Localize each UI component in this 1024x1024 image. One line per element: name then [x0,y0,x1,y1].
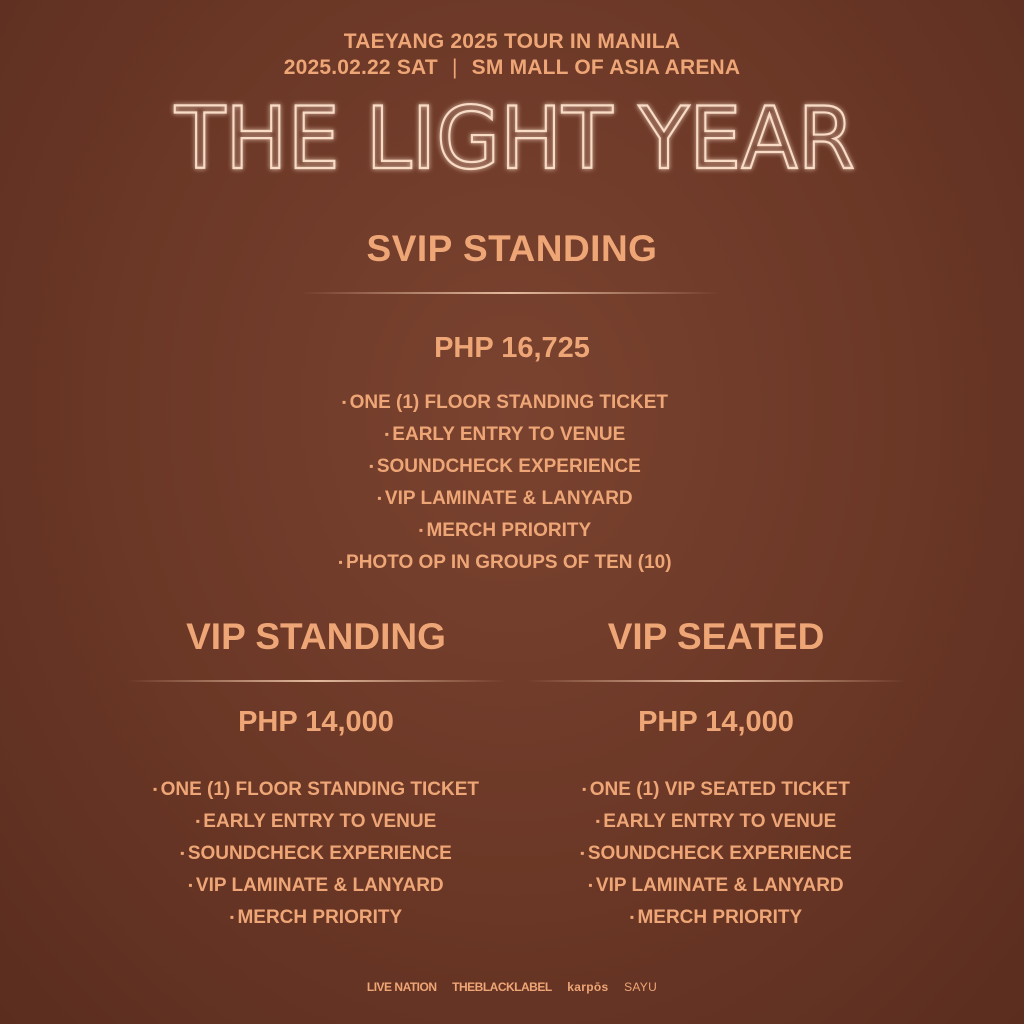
svip-price: PHP 16,725 [434,332,590,364]
vip-standing-perks: ONE (1) FLOOR STANDING TICKET EARLY ENTR… [106,773,526,933]
svip-perks: ONE (1) FLOOR STANDING TICKET EARLY ENTR… [0,386,1010,578]
karpos-logo: karpōs [567,980,609,994]
vip-standing-heading: VIP STANDING [186,616,446,657]
perk-item: VIP LAMINATE & LANYARD [506,869,926,901]
perk-item: ONE (1) FLOOR STANDING TICKET [0,386,1010,418]
perk-item: ONE (1) VIP SEATED TICKET [506,773,926,805]
tour-title: TAEYANG 2025 TOUR IN MANILA [343,30,681,53]
vip-standing-section: VIP STANDING PHP 14,000 ONE (1) FLOOR ST… [106,616,526,928]
perk-item: VIP LAMINATE & LANYARD [0,482,1010,514]
the-light-year-logo: THE LIGHT YEAR [140,80,900,220]
live-nation-logo: LIVE NATION [366,980,437,994]
perk-item: SOUNDCHECK EXPERIENCE [0,450,1010,482]
perk-item: EARLY ENTRY TO VENUE [506,805,926,837]
logo-text: THE LIGHT YEAR [174,89,855,189]
perk-item: SOUNDCHECK EXPERIENCE [506,837,926,869]
vip-seated-price: PHP 14,000 [638,706,794,738]
theblacklabel-logo: THEBLACKLABEL [452,980,552,994]
svip-divider [300,292,720,294]
perk-item: ONE (1) FLOOR STANDING TICKET [106,773,526,805]
perk-item: EARLY ENTRY TO VENUE [0,418,1010,450]
event-date: 2025.02.22 SAT [283,56,438,79]
perk-item: MERCH PRIORITY [506,901,926,933]
vip-seated-heading: VIP SEATED [607,616,825,657]
sponsor-logos: LIVE NATION THEBLACKLABEL karpōs SAYU [0,980,1024,994]
perk-item: MERCH PRIORITY [0,514,1010,546]
date-venue: 2025.02.22 SAT | SM MALL OF ASIA ARENA [0,56,1024,80]
sayu-logo: SAYU [624,980,658,994]
vip-seated-perks: ONE (1) VIP SEATED TICKET EARLY ENTRY TO… [506,773,926,933]
perk-item: VIP LAMINATE & LANYARD [106,869,526,901]
vip-standing-divider [126,680,506,682]
svip-heading: SVIP STANDING [366,228,658,269]
venue: SM MALL OF ASIA ARENA [471,56,741,79]
vip-seated-divider [526,680,906,682]
perk-item: SOUNDCHECK EXPERIENCE [106,837,526,869]
vip-seated-section: VIP SEATED PHP 14,000 ONE (1) VIP SEATED… [506,616,926,928]
perk-item: MERCH PRIORITY [106,901,526,933]
perk-item: EARLY ENTRY TO VENUE [106,805,526,837]
perk-item: PHOTO OP IN GROUPS OF TEN (10) [0,546,1010,578]
vip-standing-price: PHP 14,000 [238,706,394,738]
separator: | [451,56,458,79]
